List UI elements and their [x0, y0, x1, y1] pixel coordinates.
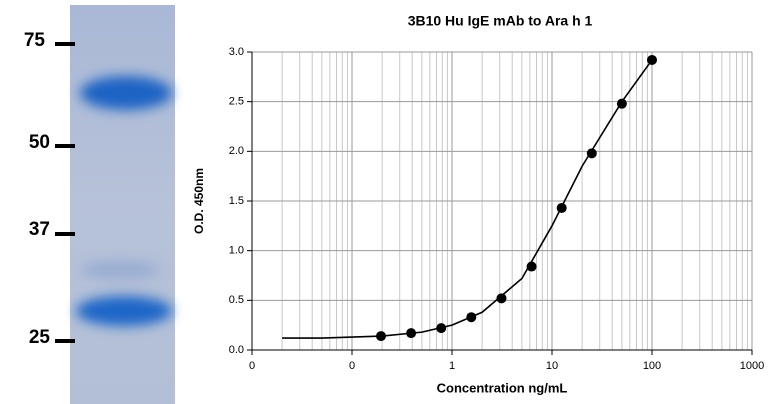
data-point [647, 54, 657, 65]
marker-label: 25 [29, 327, 51, 348]
gel-lane [70, 5, 175, 404]
y-tick-label: 0.0 [229, 344, 244, 356]
data-point [436, 323, 447, 334]
data-point [616, 98, 627, 109]
data-point [586, 148, 597, 159]
chart-title: 3B10 Hu IgE mAb to Ara h 1 [408, 13, 593, 29]
x-tick-label: 0 [349, 360, 355, 372]
y-axis-label: O.D. 450nm [192, 168, 206, 234]
y-tick-label: 2.5 [229, 96, 244, 108]
gel-band [80, 76, 172, 110]
x-tick-label: 0 [249, 360, 255, 372]
y-tick-label: 1.5 [229, 195, 244, 207]
data-point [466, 312, 477, 323]
gel-smear [80, 260, 160, 280]
y-tick-label: 2.0 [229, 145, 244, 157]
x-axis-label: Concentration ng/mL [437, 380, 568, 395]
x-tick-label: 1 [449, 360, 455, 372]
data-point [406, 328, 417, 339]
y-tick-label: 3.0 [229, 46, 244, 58]
marker-label: 50 [29, 132, 50, 153]
data-point [556, 202, 567, 213]
marker-label: 37 [29, 219, 50, 240]
data-point [496, 293, 507, 304]
x-tick-label: 10 [546, 360, 558, 372]
y-tick-label: 0.5 [229, 294, 244, 306]
marker-label: 75 [24, 30, 46, 51]
gel: 75 50 37 25 [24, 5, 175, 404]
x-tick-label: 100 [643, 360, 661, 372]
data-point [376, 331, 387, 342]
gel-band [76, 296, 172, 326]
data-point [526, 261, 537, 272]
y-tick-label: 1.0 [229, 245, 244, 257]
x-tick-label: 1000 [740, 360, 764, 372]
